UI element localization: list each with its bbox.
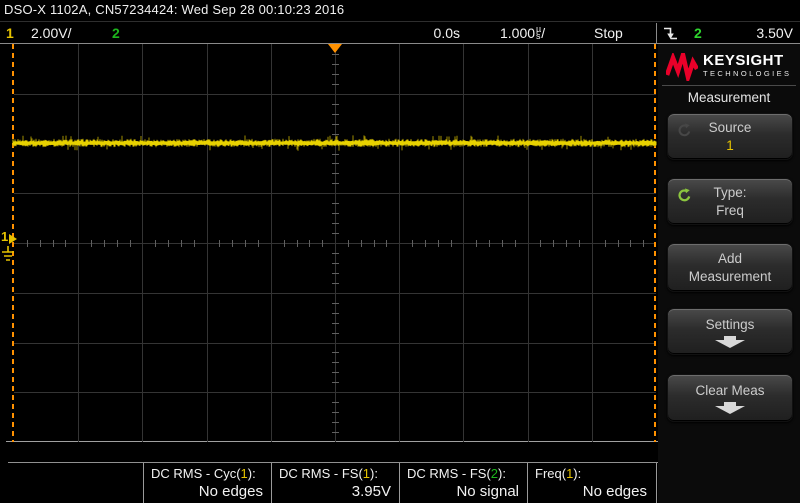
ch1-scale: 2.00V/ [31,25,72,41]
meas-divider [527,463,528,503]
ch1-waveform-trace [12,135,657,151]
ch1-number: 1 [6,25,14,41]
softkey-label: Measurement [688,268,772,284]
ch2-number: 2 [112,25,120,41]
meas-divider [271,463,272,503]
timebase-slash: / [541,25,546,41]
measurement-value: No edges [198,483,263,500]
status-divider [656,23,657,44]
softkey-label: Settings [705,316,755,332]
softkey-value: 1 [726,137,734,153]
ch1-ground-symbol-icon [2,246,14,261]
trigger-source: 2 [694,25,702,41]
grid-top-frame [0,43,800,44]
measurement-results-bar: DC RMS - Cyc(1): No edges DC RMS - FS(1)… [0,462,658,503]
brand-subtitle: TECHNOLOGIES [703,69,792,78]
brand-name: KEYSIGHT [703,52,784,69]
source-softkey[interactable]: Source 1 [667,113,793,160]
window-title: DSO-X 1102A, CN57234424: Wed Sep 28 00:1… [4,2,345,17]
waveform-display: 1 [0,44,660,442]
clear-meas-softkey[interactable]: Clear Meas [667,374,793,422]
measurement-value: 3.95V [351,483,391,500]
trigger-time-reference-marker [328,44,342,53]
measurement-cell-dcrms-fs1: DC RMS - FS(1): 3.95V [279,466,391,500]
time-position: 0.0s [433,25,460,41]
softkey-value: Freq [716,202,744,218]
type-softkey[interactable]: Type: Freq [667,178,793,225]
meas-divider [656,463,657,503]
grid-left-edge-dashed [12,44,14,442]
softkey-label: Source [708,119,752,135]
keysight-logo: KEYSIGHT TECHNOLOGIES [666,50,794,84]
menu-title: Measurement [687,90,771,105]
meas-divider [143,463,144,503]
trigger-falling-edge-icon [664,27,677,40]
timebase-value: 1.000 [500,25,536,41]
softkey-menu-panel: KEYSIGHT TECHNOLOGIES Measurement Source… [658,44,800,503]
settings-softkey[interactable]: Settings [667,308,793,355]
grid-bottom-frame [6,441,658,442]
acquisition-state: Stop [594,25,623,41]
ch1-ground-marker-label: 1 [1,229,9,244]
measurement-cell-dcrms-fs2: DC RMS - FS(2): No signal [407,466,519,500]
keysight-spark-icon [666,53,698,81]
meas-divider [399,463,400,503]
trigger-level: 3.50V [756,25,793,41]
ch1-ground-marker-arrow [9,234,17,244]
softkey-label: Clear Meas [695,383,765,398]
grid-right-edge-dashed [654,44,656,442]
measurement-cell-dcrms-cyc1: DC RMS - Cyc(1): No edges [151,466,263,500]
menu-down-arrow-icon [715,335,745,348]
timebase-setting: 1.000 µ s / [500,24,546,42]
measbar-border [8,462,658,463]
softkey-label: Type: [713,184,747,200]
add-measurement-softkey[interactable]: Add Measurement [667,243,793,292]
measurement-value: No edges [582,483,647,500]
measurement-value: No signal [456,483,519,500]
menu-down-arrow-icon [715,402,745,414]
rotate-knob-icon-green [678,188,691,202]
sidebar-divider [662,85,796,86]
softkey-label: Add [717,250,743,266]
rotate-knob-icon-dim [678,123,691,137]
measurement-cell-freq1: Freq(1): No edges [535,466,647,500]
status-bar: 1 2.00V/ 2 0.0s 1.000 µ s / Stop 2 3.50V [0,21,800,44]
